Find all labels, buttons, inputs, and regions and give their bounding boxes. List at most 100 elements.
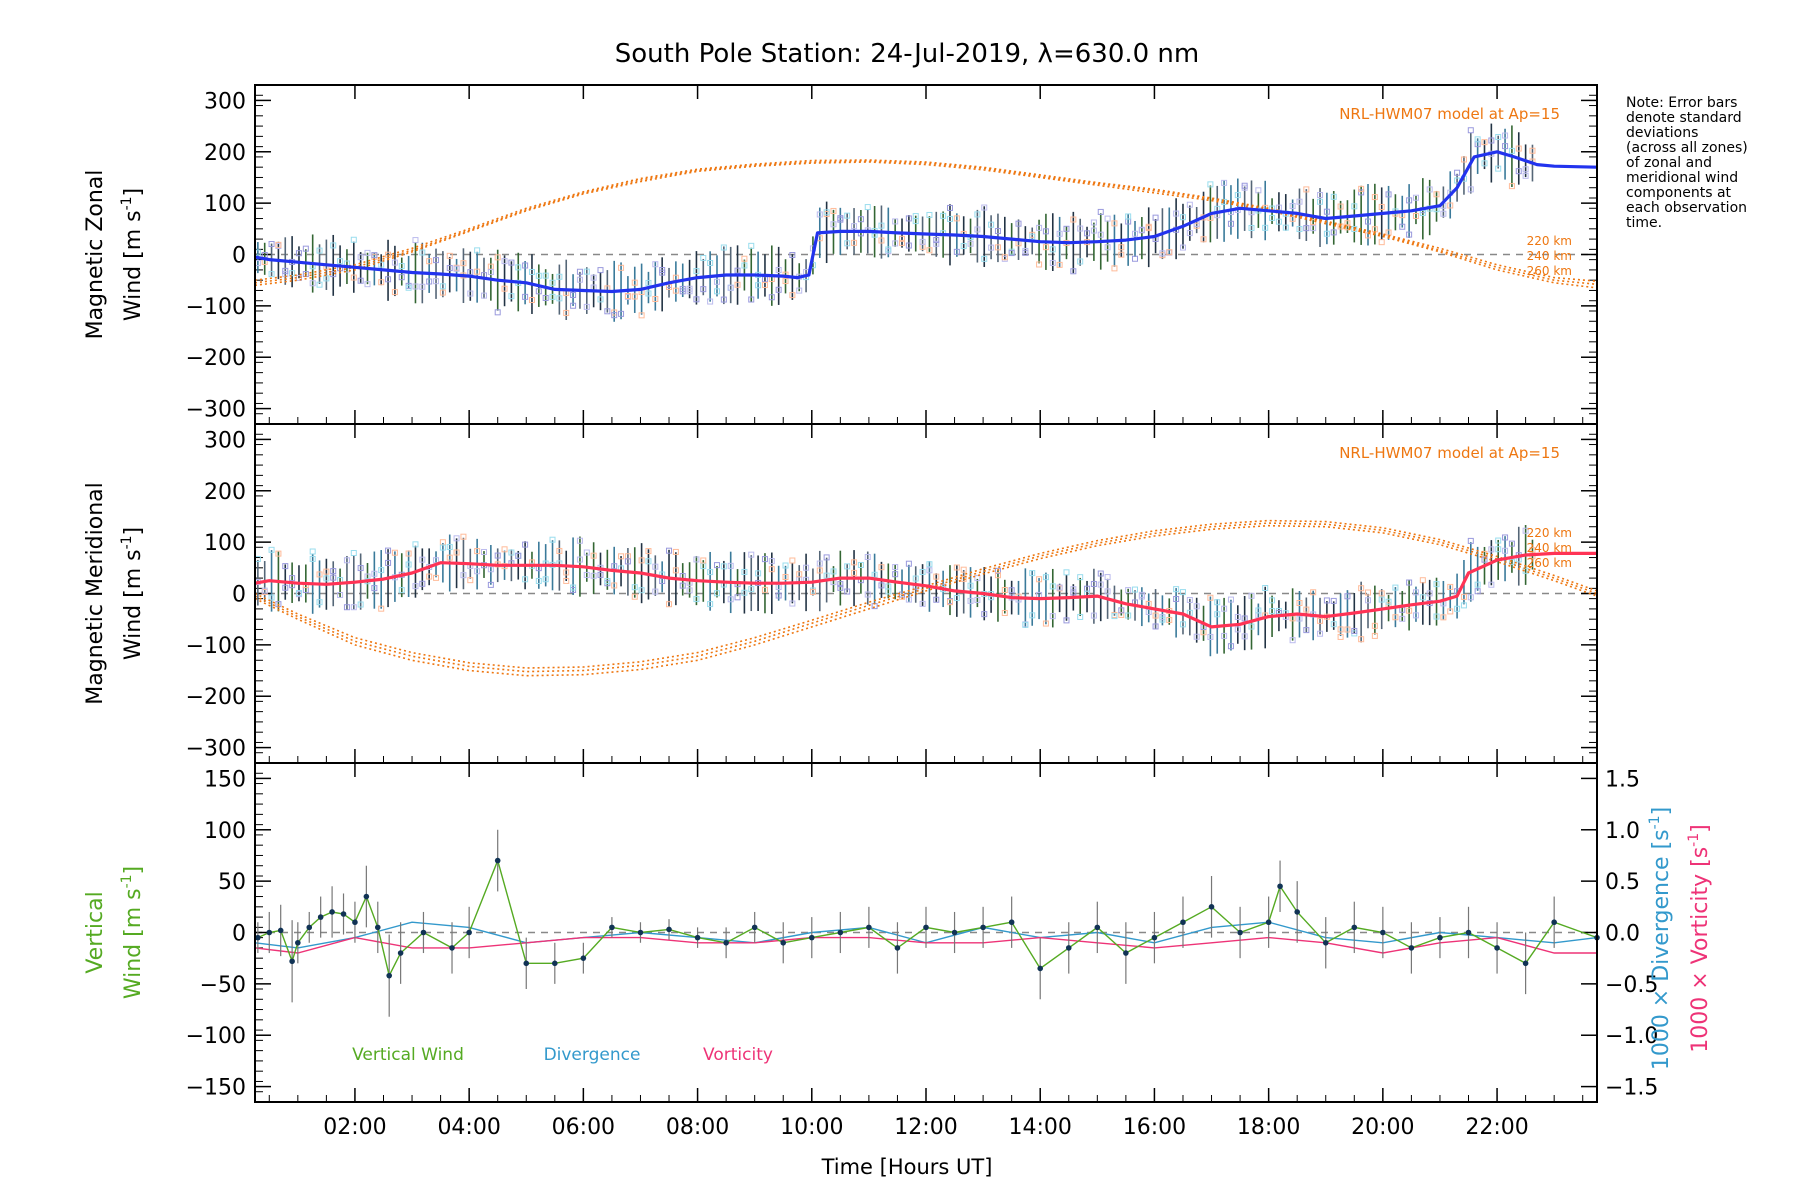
zone-sample	[748, 242, 755, 249]
vertical-wind-point	[837, 929, 844, 936]
zone-sample	[1296, 198, 1303, 205]
zone-sample	[816, 567, 823, 574]
vertical-wind-point	[1065, 945, 1072, 951]
zone-sample	[1241, 615, 1248, 622]
zone-sample	[700, 563, 707, 570]
zone-sample	[371, 252, 378, 259]
zone-sample	[1166, 249, 1173, 256]
zone-sample	[1125, 213, 1132, 220]
zone-sample	[1118, 251, 1125, 258]
zone-sample	[1008, 250, 1015, 257]
zone-sample	[419, 283, 426, 290]
zone-sample	[385, 276, 392, 283]
zone-sample	[337, 592, 344, 599]
mean-wind-line	[254, 150, 1598, 294]
zone-sample	[426, 258, 433, 265]
zone-sample	[1159, 250, 1166, 257]
zone-sample	[1365, 218, 1372, 225]
zone-sample	[666, 547, 673, 554]
zone-sample	[1008, 587, 1015, 594]
zone-sample	[857, 561, 864, 568]
zone-sample	[1084, 230, 1091, 237]
vertical-wind-point	[329, 909, 335, 915]
zone-sample	[426, 573, 433, 580]
zone-sample	[378, 605, 385, 612]
zone-sample	[1275, 218, 1282, 225]
zone-sample	[1049, 246, 1056, 253]
zone-sample	[768, 566, 775, 573]
vertical-wind-point	[523, 960, 530, 967]
zone-sample	[350, 604, 357, 611]
zone-sample	[905, 560, 912, 567]
zone-sample	[1186, 230, 1193, 237]
zone-sample	[453, 549, 460, 556]
zone-sample	[1419, 577, 1426, 584]
zone-sample	[631, 593, 638, 600]
zone-sample	[1344, 220, 1351, 227]
zone-sample	[1269, 597, 1276, 604]
zone-sample	[789, 600, 796, 607]
zone-sample	[350, 236, 357, 243]
y-tick-label: −200	[186, 346, 246, 371]
zone-sample	[391, 259, 398, 266]
vertical-wind-line	[257, 858, 1598, 978]
y-axis-label-line1: Vertical	[83, 891, 108, 973]
zone-sample	[1152, 623, 1159, 630]
zone-sample	[474, 548, 481, 555]
zone-sample	[1412, 612, 1419, 619]
zone-sample	[1001, 254, 1008, 261]
zone-sample	[590, 552, 597, 559]
zone-sample	[474, 568, 481, 575]
zone-sample	[1042, 244, 1049, 251]
zone-sample	[809, 588, 816, 595]
zone-sample	[837, 584, 844, 591]
zone-sample	[1351, 203, 1358, 210]
zone-sample	[1460, 593, 1467, 600]
zone-sample	[713, 278, 720, 285]
zone-sample	[1330, 621, 1337, 628]
zone-sample	[1173, 595, 1180, 602]
vertical-wind-point	[386, 972, 393, 979]
zone-sample	[611, 582, 618, 589]
zone-sample	[981, 255, 988, 262]
vertical-wind-point	[1351, 924, 1358, 931]
zone-sample	[1371, 622, 1378, 629]
mean-wind-line	[254, 551, 1597, 629]
zone-sample	[439, 544, 446, 551]
vertical-wind-point	[1551, 919, 1557, 926]
zone-sample	[1227, 643, 1234, 650]
zone-sample	[734, 594, 741, 601]
y-axis-label-superscript: -1	[119, 196, 135, 210]
zone-sample	[994, 567, 1001, 574]
zone-sample	[1474, 136, 1481, 143]
zone-sample	[892, 240, 899, 247]
zone-sample	[1529, 147, 1536, 154]
zone-sample	[1173, 210, 1180, 217]
zone-sample	[357, 254, 364, 261]
zone-sample	[782, 562, 789, 569]
zone-sample	[823, 209, 830, 216]
zone-sample	[713, 590, 720, 597]
zone-sample	[467, 577, 474, 584]
zone-sample	[734, 281, 741, 288]
zone-sample	[1241, 633, 1248, 640]
zone-sample	[1042, 574, 1049, 581]
zone-sample	[823, 554, 830, 561]
zone-sample	[981, 204, 988, 211]
zone-sample	[563, 309, 570, 316]
chart-title: South Pole Station: 24-Jul-2019, λ=630.0…	[615, 39, 1199, 69]
zone-sample	[844, 588, 851, 595]
zone-sample	[1365, 589, 1372, 596]
right-axis-label-superscript: -1	[1647, 815, 1663, 829]
zone-sample	[1419, 210, 1426, 217]
zone-sample	[1097, 570, 1104, 577]
zone-sample	[645, 558, 652, 565]
zone-sample	[1289, 637, 1296, 644]
note-line: each observation	[1626, 200, 1748, 216]
zone-sample	[371, 570, 378, 577]
zone-sample	[1234, 613, 1241, 620]
legend-vorticity: Vorticity	[703, 1045, 773, 1065]
note-line: time.	[1626, 215, 1663, 231]
vertical-wind-point	[552, 960, 558, 967]
zone-sample	[542, 272, 549, 279]
